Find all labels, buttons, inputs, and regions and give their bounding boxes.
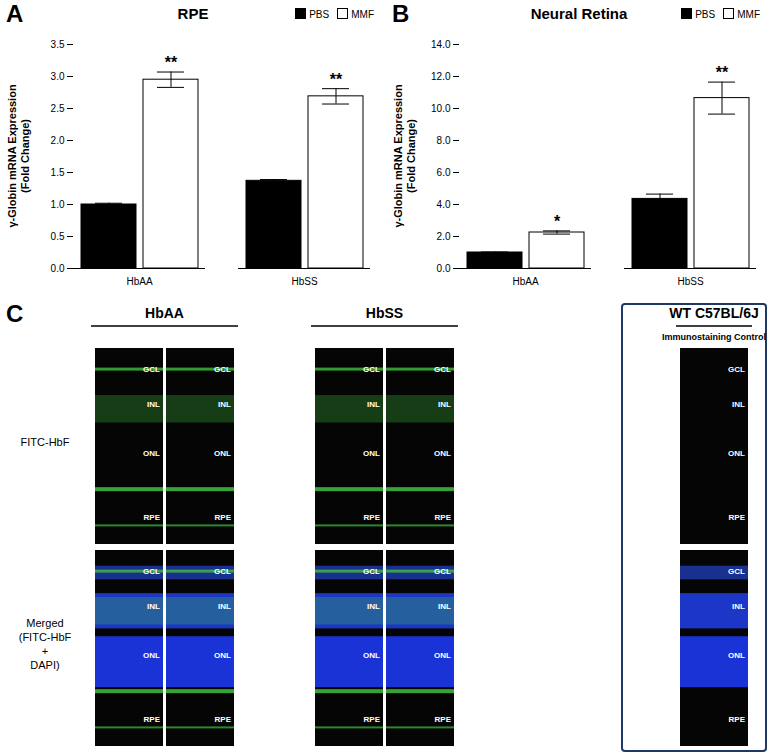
svg-text:*: * xyxy=(554,213,561,230)
svg-text:HbSS: HbSS xyxy=(366,305,403,321)
svg-text:HbAA: HbAA xyxy=(126,276,152,287)
svg-text:GCL: GCL xyxy=(728,567,745,576)
svg-text:RPE: RPE xyxy=(435,513,452,522)
svg-text:ONL: ONL xyxy=(363,449,380,458)
svg-text:WT C57BL/6J: WT C57BL/6J xyxy=(669,305,758,321)
svg-text:INL: INL xyxy=(438,602,451,611)
svg-text:3.0: 3.0 xyxy=(51,71,65,82)
svg-text:HbSS: HbSS xyxy=(291,276,317,287)
svg-text:GCL: GCL xyxy=(434,365,451,374)
svg-text:ONL: ONL xyxy=(363,651,380,660)
svg-text:HbAA: HbAA xyxy=(145,305,184,321)
svg-text:2.0: 2.0 xyxy=(437,231,451,242)
svg-text:ONL: ONL xyxy=(143,449,160,458)
svg-text:Merged: Merged xyxy=(26,617,63,629)
svg-text:GCL: GCL xyxy=(363,567,380,576)
svg-text:8.0: 8.0 xyxy=(437,135,451,146)
svg-text:ONL: ONL xyxy=(434,651,451,660)
svg-text:ONL: ONL xyxy=(434,449,451,458)
svg-text:INL: INL xyxy=(438,400,451,409)
svg-text:1.5: 1.5 xyxy=(51,167,65,178)
svg-text:0.0: 0.0 xyxy=(437,263,451,274)
svg-text:Immunostaining Control: Immunostaining Control xyxy=(662,332,766,342)
svg-text:12.0: 12.0 xyxy=(431,71,451,82)
html-text:PBS: PBS xyxy=(309,9,330,20)
svg-text:**: ** xyxy=(330,71,343,88)
svg-text:INL: INL xyxy=(218,400,231,409)
svg-text:ONL: ONL xyxy=(214,651,231,660)
html-text:MMF: MMF xyxy=(351,9,374,20)
svg-text:ONL: ONL xyxy=(143,651,160,660)
svg-text:GCL: GCL xyxy=(363,365,380,374)
svg-text:GCL: GCL xyxy=(434,567,451,576)
svg-text:γ-Globin mRNA Expression(Fold: γ-Globin mRNA Expression(Fold Change) xyxy=(6,84,31,228)
svg-text:HbSS: HbSS xyxy=(677,276,703,287)
svg-text:RPE: RPE xyxy=(435,715,452,724)
svg-text:INL: INL xyxy=(367,602,380,611)
svg-text:RPE: RPE xyxy=(364,715,381,724)
svg-text:3.5: 3.5 xyxy=(51,39,65,50)
svg-text:**: ** xyxy=(165,54,178,71)
svg-text:ONL: ONL xyxy=(214,449,231,458)
html-text:MMF: MMF xyxy=(737,9,760,20)
svg-text:INL: INL xyxy=(147,400,160,409)
html-text:PBS: PBS xyxy=(695,9,716,20)
svg-text:+: + xyxy=(42,645,48,657)
svg-text:C: C xyxy=(6,300,23,327)
svg-text:INL: INL xyxy=(218,602,231,611)
svg-text:GCL: GCL xyxy=(214,567,231,576)
svg-text:4.0: 4.0 xyxy=(437,199,451,210)
html-text:RPE: RPE xyxy=(177,5,209,22)
svg-text:RPE: RPE xyxy=(729,715,746,724)
svg-text:INL: INL xyxy=(732,400,745,409)
svg-text:2.5: 2.5 xyxy=(51,103,65,114)
svg-text:γ-Globin mRNA Expression(Fold: γ-Globin mRNA Expression(Fold Change) xyxy=(392,84,417,228)
html-text:Neural Retina: Neural Retina xyxy=(530,5,628,22)
svg-text:FITC-HbF: FITC-HbF xyxy=(21,436,70,448)
svg-text:INL: INL xyxy=(147,602,160,611)
svg-text:10.0: 10.0 xyxy=(431,103,451,114)
svg-text:0.5: 0.5 xyxy=(51,231,65,242)
svg-text:RPE: RPE xyxy=(215,715,232,724)
svg-text:2.0: 2.0 xyxy=(51,135,65,146)
svg-text:GCL: GCL xyxy=(728,365,745,374)
html-text:A: A xyxy=(6,0,24,27)
svg-text:ONL: ONL xyxy=(728,651,745,660)
svg-text:6.0: 6.0 xyxy=(437,167,451,178)
svg-text:14.0: 14.0 xyxy=(431,39,451,50)
svg-text:RPE: RPE xyxy=(729,513,746,522)
svg-text:GCL: GCL xyxy=(143,567,160,576)
svg-text:GCL: GCL xyxy=(143,365,160,374)
svg-text:HbAA: HbAA xyxy=(512,276,538,287)
svg-text:INL: INL xyxy=(732,602,745,611)
svg-text:RPE: RPE xyxy=(144,715,161,724)
svg-text:**: ** xyxy=(716,64,729,81)
svg-text:ONL: ONL xyxy=(728,449,745,458)
svg-text:0.0: 0.0 xyxy=(51,263,65,274)
svg-text:DAPI): DAPI) xyxy=(30,659,59,671)
svg-text:RPE: RPE xyxy=(144,513,161,522)
svg-text:RPE: RPE xyxy=(215,513,232,522)
svg-text:RPE: RPE xyxy=(364,513,381,522)
svg-text:GCL: GCL xyxy=(214,365,231,374)
svg-text:(FITC-HbF: (FITC-HbF xyxy=(19,631,72,643)
svg-text:INL: INL xyxy=(367,400,380,409)
svg-text:1.0: 1.0 xyxy=(51,199,65,210)
html-text:B: B xyxy=(392,0,410,27)
